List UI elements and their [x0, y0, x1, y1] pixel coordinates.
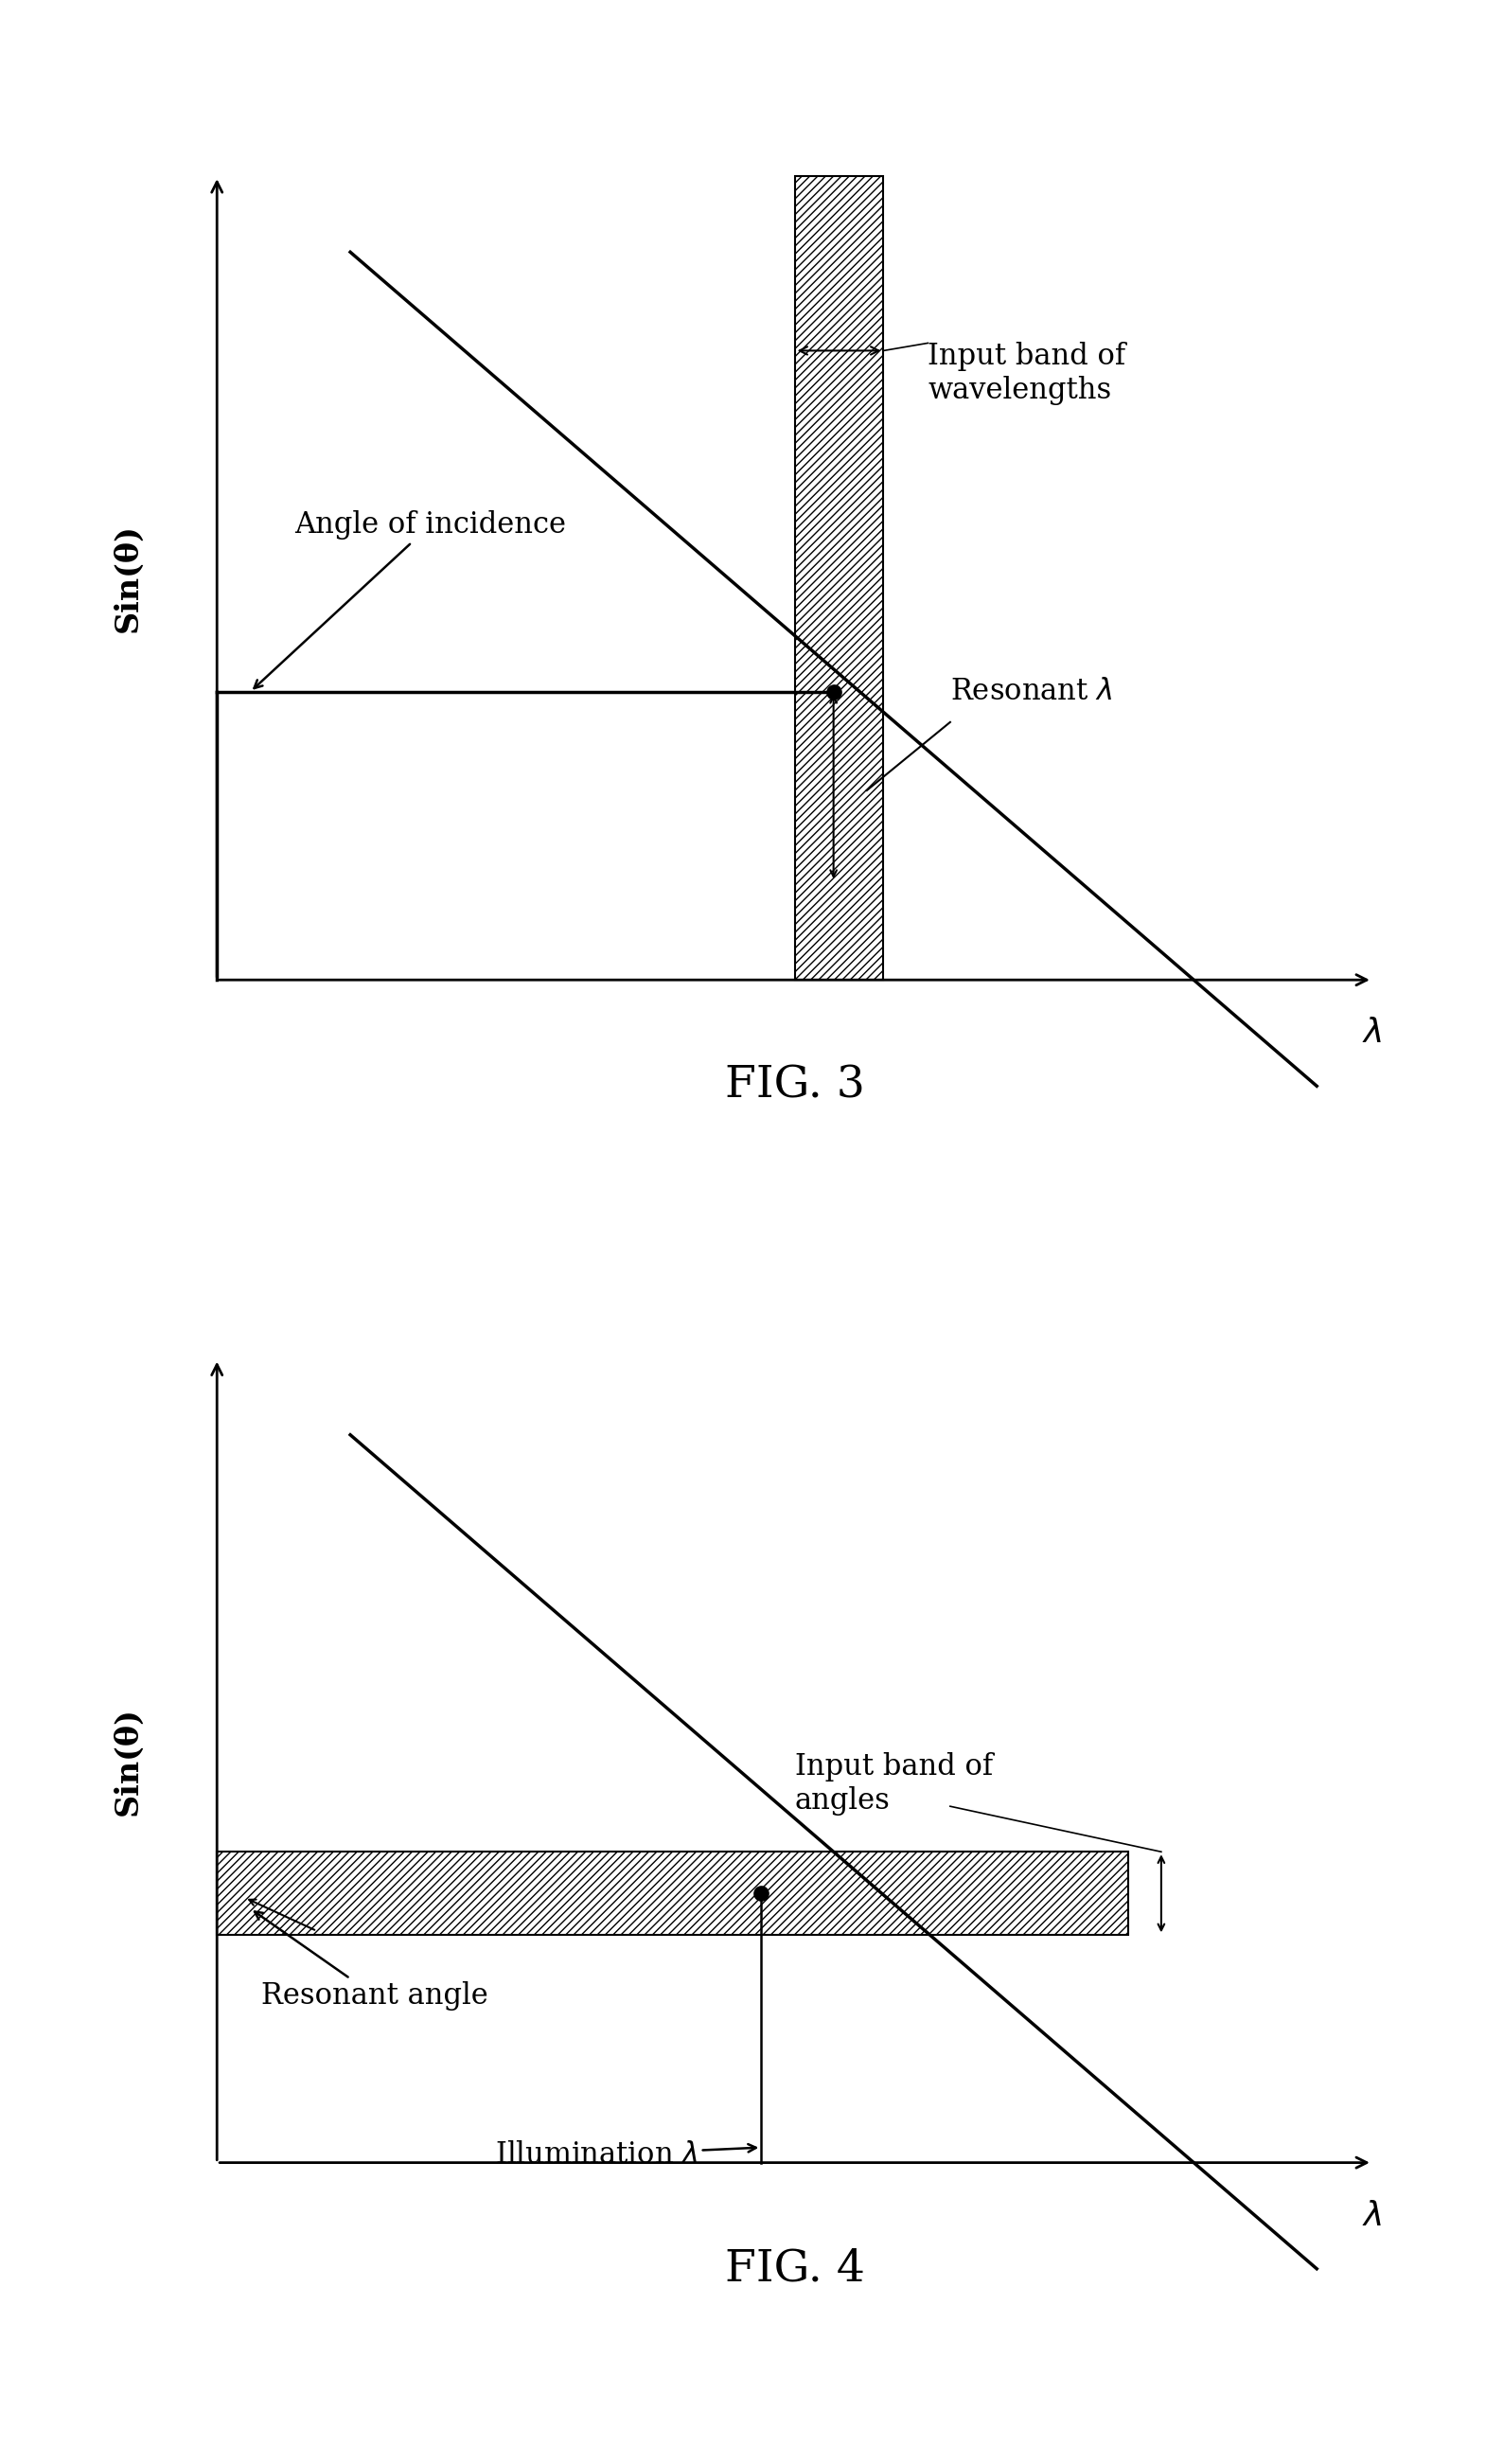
Bar: [795, 177, 884, 981]
Text: Resonant $\lambda$: Resonant $\lambda$: [950, 678, 1112, 707]
Text: Illumination $\lambda$: Illumination $\lambda$: [494, 2141, 756, 2171]
Text: $\lambda$: $\lambda$: [1362, 2200, 1383, 2232]
Text: $\lambda$: $\lambda$: [1362, 1018, 1383, 1050]
Text: FIG. 3: FIG. 3: [724, 1064, 864, 1106]
Text: FIG. 4: FIG. 4: [724, 2247, 864, 2289]
Text: Sin(θ): Sin(θ): [113, 1708, 144, 1816]
Text: Sin(θ): Sin(θ): [113, 525, 144, 633]
Text: Input band of
angles: Input band of angles: [795, 1752, 992, 1816]
Text: Resonant angle: Resonant angle: [254, 1912, 488, 2011]
Point: [750, 1873, 774, 1912]
Text: Input band of
wavelengths: Input band of wavelengths: [927, 342, 1126, 404]
Bar: [216, 1853, 1127, 1934]
Point: [822, 673, 846, 712]
Text: Angle of incidence: Angle of incidence: [254, 510, 567, 687]
